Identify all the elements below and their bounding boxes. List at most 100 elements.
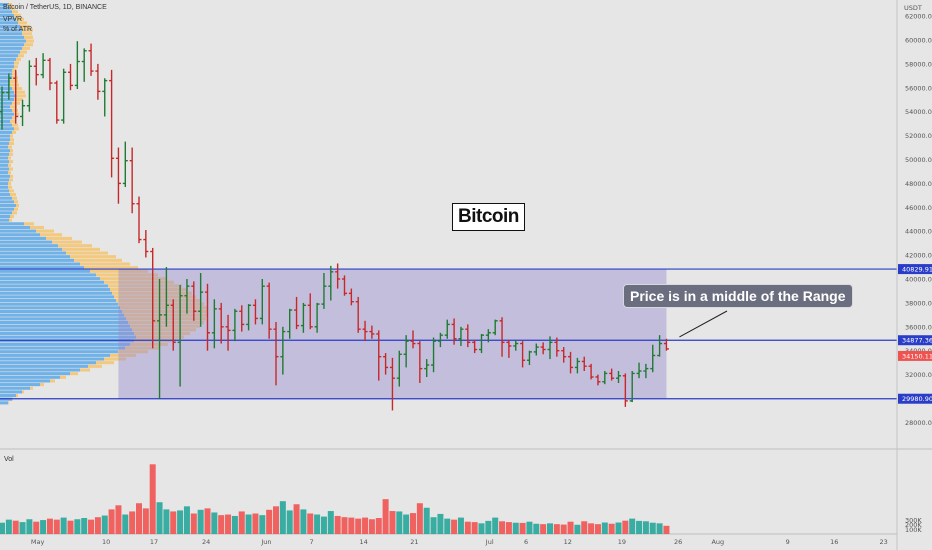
volume-bar <box>478 523 485 534</box>
price-tick-label: 60000.00 <box>905 37 932 45</box>
volume-profile-row <box>14 127 19 131</box>
volume-profile-row <box>0 54 18 58</box>
volume-profile-row <box>0 68 12 72</box>
volume-bar <box>108 509 115 534</box>
volume-bar <box>129 511 136 534</box>
candle <box>109 69 115 178</box>
volume-bar <box>526 521 533 534</box>
volume-profile-row <box>62 247 100 251</box>
volume-profile-row <box>12 10 18 14</box>
volume-profile-row <box>24 43 33 47</box>
volume-bar <box>540 524 547 534</box>
volume-profile-row <box>8 171 11 175</box>
volume-profile-row <box>14 200 18 204</box>
level-lines <box>0 268 897 400</box>
level-price-tag-bg <box>898 264 932 275</box>
level-price-tag-bg <box>898 393 932 404</box>
indicator-atr[interactable]: % of ATR <box>3 26 33 33</box>
candle <box>410 330 416 349</box>
volume-profile-row <box>10 79 18 83</box>
candle <box>526 350 532 366</box>
volume-profile-row <box>0 342 130 346</box>
volume-bar <box>149 464 156 534</box>
volume-profile-row <box>8 185 12 189</box>
volume-profile-row <box>0 105 10 109</box>
volume-bar <box>547 523 553 534</box>
volume-profile-row <box>14 207 18 211</box>
candle <box>616 371 621 383</box>
volume-bar <box>567 521 574 534</box>
volume-profile-row <box>12 123 18 127</box>
candle <box>417 341 423 383</box>
volume-profile-row <box>0 83 10 87</box>
volume-profile-row <box>0 141 9 145</box>
candle <box>636 362 642 379</box>
candle <box>609 368 615 381</box>
candle <box>444 319 450 339</box>
volume-bar <box>88 519 95 534</box>
candle <box>657 335 663 357</box>
candle <box>102 78 108 117</box>
volume-profile-row <box>0 390 22 394</box>
volume-profile-row <box>0 353 110 357</box>
volume-profile-row <box>22 390 24 394</box>
volume-profile-row <box>58 244 92 248</box>
time-tick-label: 10 <box>102 538 110 546</box>
price-tick-label: 40000.00 <box>905 276 932 284</box>
volume-profile-row <box>96 361 114 365</box>
volume-profile-row <box>20 24 30 28</box>
volume-bar <box>389 511 396 534</box>
volume-profile-row <box>0 328 132 332</box>
volume-profile-row <box>0 309 122 314</box>
indicator-vpvr[interactable]: VPVR <box>3 16 23 23</box>
volume-profile-row <box>16 57 21 61</box>
volume-bar <box>485 520 492 534</box>
price-axis[interactable]: USDT 62000.00 60000.00 58000.00 56000.00 540… <box>896 0 932 550</box>
price-tick-label: 36000.00 <box>905 323 932 331</box>
candle <box>622 373 628 407</box>
volume-profile-row <box>66 251 108 255</box>
volume-profile-row <box>10 134 13 138</box>
volume-profile-row <box>0 28 22 32</box>
volume-profile-row <box>0 247 62 251</box>
bitcoin-title-box: Bitcoin <box>452 203 525 231</box>
volume-bar <box>560 524 567 534</box>
volume-profile-row <box>122 309 208 314</box>
volume-profile-row <box>10 83 19 87</box>
volume-profile-row <box>0 218 9 222</box>
volume-profile-row <box>0 76 12 80</box>
volume-bar <box>252 513 259 534</box>
volume-profile-row <box>8 401 9 405</box>
candle <box>300 302 306 333</box>
volume-profile-row <box>9 160 13 164</box>
time-tick-label: 19 <box>618 538 626 546</box>
volume-label[interactable]: Vol <box>4 456 14 463</box>
symbol-title[interactable]: Bitcoin / TetherUS, 1D, BINANCE <box>3 4 107 11</box>
volume-bar <box>142 508 149 534</box>
candle <box>40 53 46 79</box>
volume-profile-row <box>0 134 10 138</box>
candle <box>513 339 519 351</box>
volume-bar <box>396 511 403 534</box>
volume-profile-row <box>14 112 19 116</box>
volume-bar <box>170 511 177 534</box>
volume-profile-row <box>0 401 8 405</box>
candle <box>198 273 204 327</box>
candle <box>211 299 217 349</box>
volume-profile-row <box>24 35 33 39</box>
volume-profile-row <box>20 50 27 54</box>
candle <box>157 279 163 399</box>
volume-bar <box>355 518 362 534</box>
candle <box>246 304 252 331</box>
candle <box>650 344 656 373</box>
volume-bar <box>5 519 12 534</box>
volume-profile-row <box>70 255 116 259</box>
price-tags: 40829.91 34877.36 29980.90 34150.11 <box>898 264 932 404</box>
volume-profile-row <box>9 178 13 182</box>
volume-profile-row <box>0 13 14 18</box>
candle <box>568 351 574 374</box>
time-axis[interactable]: 26May101724Jun71421Jul6121926Aug91623 <box>0 538 888 546</box>
volume-bar <box>218 515 225 534</box>
volume-profile-row <box>0 149 10 153</box>
candle <box>184 279 190 314</box>
